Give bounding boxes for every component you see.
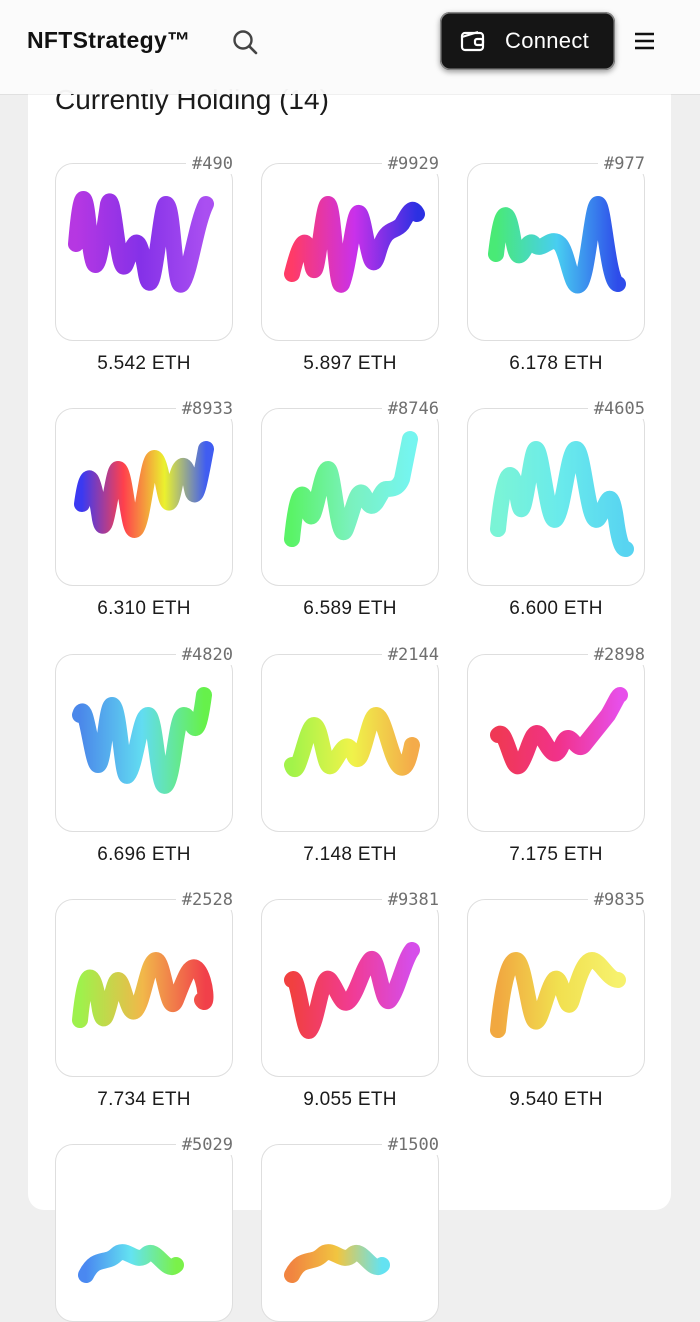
token-id: #9929 bbox=[381, 154, 439, 174]
nft-artwork bbox=[284, 196, 425, 293]
nft-card[interactable] bbox=[55, 408, 233, 586]
token-price: 9.055 ETH bbox=[303, 1089, 397, 1110]
token-price: 6.310 ETH bbox=[97, 598, 191, 619]
token-price: 6.589 ETH bbox=[303, 598, 397, 619]
nft-artwork bbox=[68, 191, 214, 293]
nft-card[interactable] bbox=[55, 163, 233, 341]
nft-artwork bbox=[284, 942, 420, 1039]
search-icon[interactable] bbox=[231, 28, 259, 56]
nft-squiggle bbox=[284, 707, 420, 777]
nft-squiggle bbox=[490, 441, 634, 557]
token-id: #2528 bbox=[175, 890, 233, 910]
token-price: 6.178 ETH bbox=[509, 353, 603, 374]
nft-artwork bbox=[284, 707, 420, 777]
token-price: 7.148 ETH bbox=[303, 844, 397, 865]
nft-card[interactable] bbox=[261, 1144, 439, 1322]
nft-squiggle bbox=[490, 687, 628, 775]
nft-artwork bbox=[490, 687, 628, 775]
nft-squiggle bbox=[72, 687, 212, 794]
nft-card[interactable] bbox=[467, 654, 645, 832]
token-price: 9.540 ETH bbox=[509, 1089, 603, 1110]
nft-card[interactable] bbox=[467, 408, 645, 586]
nft-squiggle bbox=[284, 196, 425, 293]
token-id: #1500 bbox=[381, 1135, 439, 1155]
token-price: 5.542 ETH bbox=[97, 353, 191, 374]
nft-artwork bbox=[284, 431, 418, 547]
top-nav-bar: NFTStrategy™ Connect bbox=[0, 0, 700, 94]
token-price: 7.175 ETH bbox=[509, 844, 603, 865]
token-price: 7.734 ETH bbox=[97, 1089, 191, 1110]
nft-squiggle bbox=[284, 942, 420, 1039]
nft-card[interactable] bbox=[55, 654, 233, 832]
nft-artwork bbox=[72, 952, 214, 1028]
nft-artwork bbox=[72, 687, 212, 794]
token-id: #9381 bbox=[381, 890, 439, 910]
token-id: #4820 bbox=[175, 645, 233, 665]
nft-artwork bbox=[488, 196, 626, 294]
nft-card[interactable] bbox=[261, 408, 439, 586]
wallet-icon bbox=[460, 30, 485, 52]
nft-squiggle bbox=[488, 196, 626, 294]
nft-squiggle bbox=[72, 952, 214, 1028]
nft-squiggle bbox=[78, 1244, 184, 1283]
nft-squiggle bbox=[490, 952, 626, 1038]
nft-card[interactable] bbox=[55, 1144, 233, 1322]
nft-artwork bbox=[78, 1244, 184, 1283]
token-id: #490 bbox=[186, 154, 233, 174]
token-id: #8933 bbox=[175, 399, 233, 419]
token-id: #977 bbox=[598, 154, 645, 174]
nft-artwork bbox=[490, 441, 634, 557]
connect-wallet-button[interactable]: Connect bbox=[440, 12, 615, 70]
token-id: #5029 bbox=[175, 1135, 233, 1155]
token-price: 5.897 ETH bbox=[303, 353, 397, 374]
token-id: #9835 bbox=[587, 890, 645, 910]
brand-logo-text[interactable]: NFTStrategy™ bbox=[27, 27, 191, 53]
nft-card[interactable] bbox=[467, 163, 645, 341]
connect-label: Connect bbox=[505, 28, 590, 53]
nft-squiggle bbox=[284, 431, 418, 547]
token-id: #2144 bbox=[381, 645, 439, 665]
nft-card[interactable] bbox=[261, 654, 439, 832]
menu-icon[interactable] bbox=[632, 29, 658, 53]
nft-squiggle bbox=[74, 441, 214, 538]
token-id: #4605 bbox=[587, 399, 645, 419]
nft-card[interactable] bbox=[261, 163, 439, 341]
nft-card[interactable] bbox=[467, 899, 645, 1077]
nft-artwork bbox=[74, 441, 214, 538]
nft-squiggle bbox=[284, 1244, 390, 1283]
nft-card[interactable] bbox=[261, 899, 439, 1077]
nft-squiggle bbox=[68, 191, 214, 293]
token-id: #8746 bbox=[381, 399, 439, 419]
nft-card[interactable] bbox=[55, 899, 233, 1077]
token-price: 6.600 ETH bbox=[509, 598, 603, 619]
nft-artwork bbox=[490, 952, 626, 1038]
token-price: 6.696 ETH bbox=[97, 844, 191, 865]
nft-artwork bbox=[284, 1244, 390, 1283]
token-id: #2898 bbox=[587, 645, 645, 665]
